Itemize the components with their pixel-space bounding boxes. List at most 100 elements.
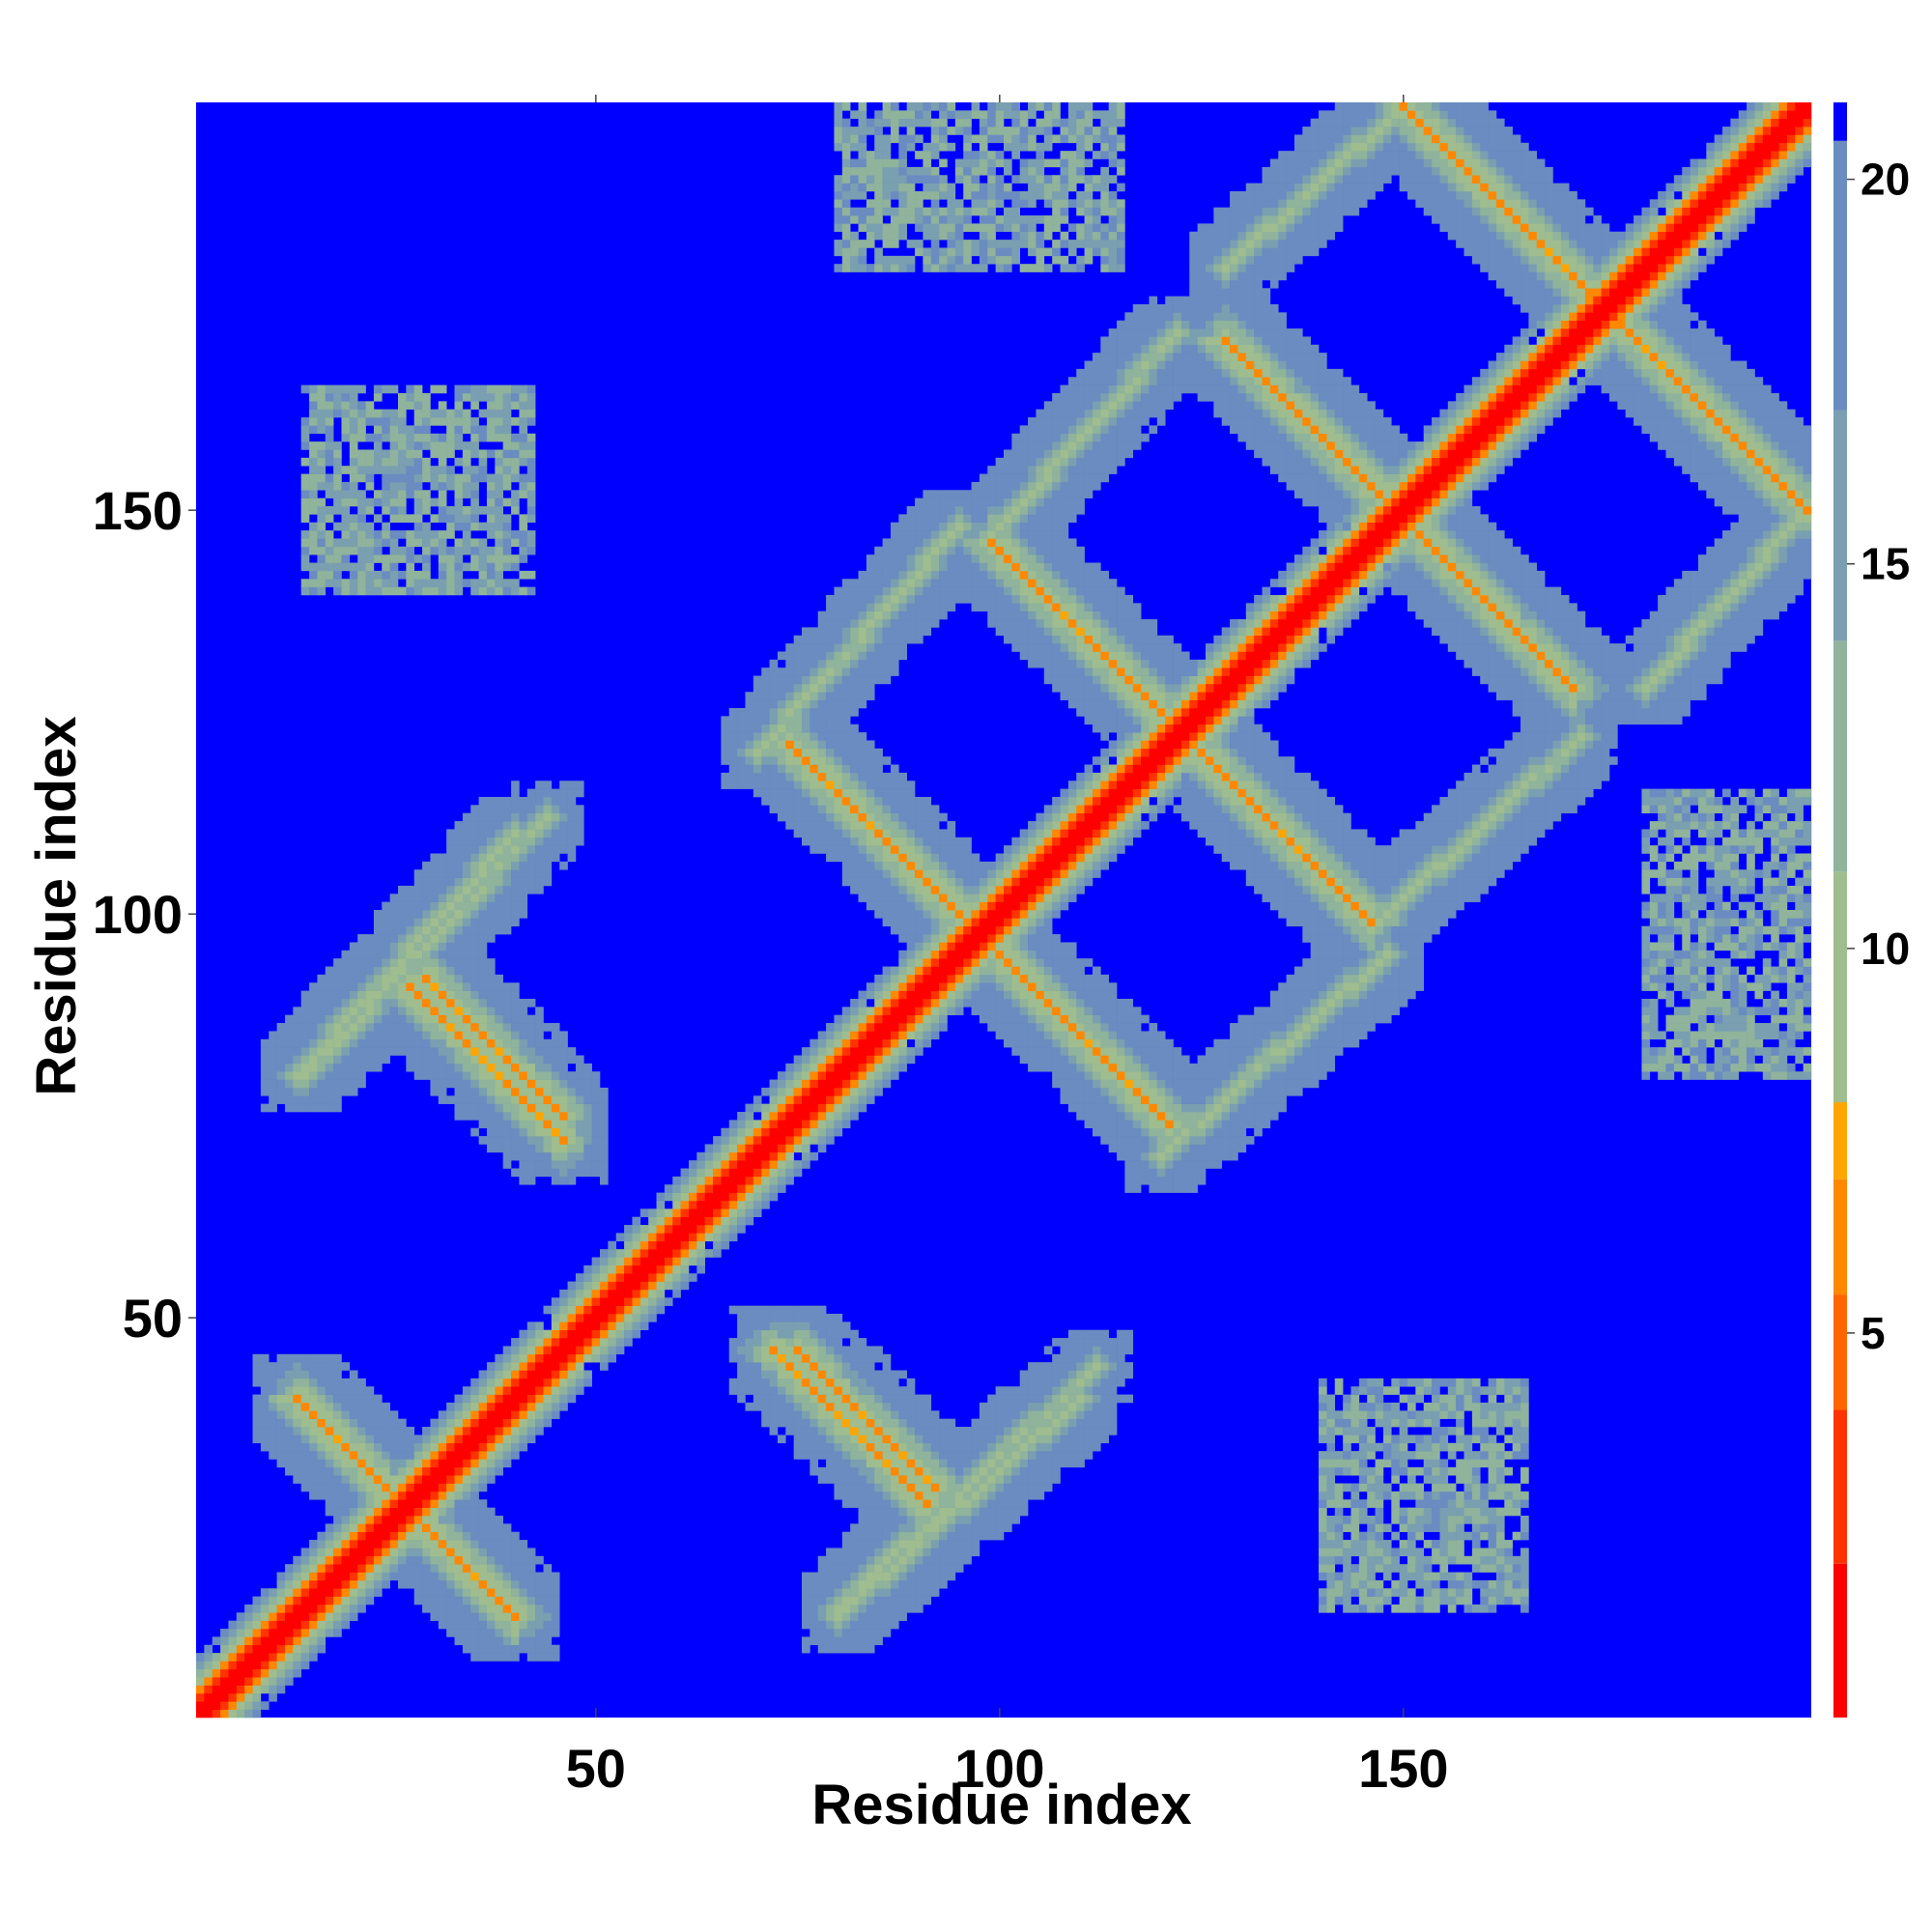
heatmap-cell (559, 1353, 568, 1363)
heatmap-cell (841, 1636, 851, 1646)
heatmap-cell (293, 1466, 301, 1476)
heatmap-cell (486, 1418, 496, 1428)
heatmap-cell (317, 1079, 327, 1089)
heatmap-cell (526, 570, 536, 580)
heatmap-cell (648, 1264, 657, 1274)
heatmap-cell (841, 1629, 851, 1637)
heatmap-cell (688, 1160, 697, 1169)
heatmap-cell (567, 1144, 577, 1153)
heatmap-cell (470, 1491, 479, 1500)
heatmap-cell (551, 845, 560, 854)
heatmap-cell (462, 1402, 471, 1411)
heatmap-cell (430, 894, 440, 902)
heatmap-cell (438, 562, 447, 572)
heatmap-cell (777, 732, 786, 741)
heatmap-cell (858, 1386, 867, 1395)
heatmap-cell (284, 1612, 294, 1621)
heatmap-cell (519, 1112, 528, 1121)
heatmap-cell (583, 1144, 592, 1153)
heatmap-cell (753, 1208, 762, 1217)
heatmap-cell (422, 586, 431, 596)
heatmap-cell (543, 1629, 553, 1637)
heatmap-cell (898, 1370, 907, 1379)
heatmap-cell (236, 1685, 245, 1694)
heatmap-cell (413, 910, 423, 919)
heatmap-cell (276, 1031, 286, 1040)
heatmap-cell (858, 1629, 867, 1637)
heatmap-cell (882, 554, 892, 563)
heatmap-cell (769, 805, 779, 813)
heatmap-cell (898, 562, 907, 572)
heatmap-cell (486, 1644, 496, 1654)
heatmap-cell (357, 1427, 366, 1435)
heatmap-cell (898, 998, 907, 1008)
heatmap-cell (915, 1491, 923, 1500)
heatmap-cell (898, 110, 907, 120)
heatmap-cell (890, 1579, 899, 1589)
heatmap-cell (777, 1079, 786, 1089)
heatmap-cell (915, 570, 923, 580)
heatmap-cell (793, 651, 803, 661)
heatmap-cell (793, 659, 803, 668)
heatmap-cell (373, 1555, 383, 1565)
heatmap-cell (769, 1386, 779, 1395)
heatmap-cell (834, 805, 843, 813)
heatmap-cell (728, 764, 738, 774)
heatmap-cell (341, 401, 351, 410)
heatmap-cell (769, 1346, 779, 1355)
heatmap-cell (430, 869, 440, 878)
heatmap-cell (406, 384, 415, 394)
heatmap-cell (228, 1661, 238, 1670)
heatmap-cell (841, 845, 851, 854)
heatmap-cell (495, 1636, 503, 1646)
heatmap-cell (858, 651, 867, 661)
heatmap-cell (454, 522, 464, 531)
heatmap-cell (834, 1629, 843, 1637)
heatmap-cell (874, 207, 883, 216)
heatmap-cell (817, 740, 827, 750)
heatmap-cell (389, 506, 399, 515)
heatmap-cell (373, 1435, 383, 1444)
heatmap-cell (834, 1047, 843, 1056)
heatmap-cell (777, 756, 786, 765)
heatmap-cell (850, 732, 859, 741)
heatmap-cell (785, 1353, 794, 1363)
heatmap-cell (413, 934, 423, 943)
heatmap-cell (511, 1612, 520, 1621)
heatmap-cell (470, 562, 479, 572)
heatmap-cell (890, 1370, 899, 1379)
heatmap-cell (906, 918, 916, 927)
heatmap-cell (817, 692, 827, 700)
heatmap-cell (906, 812, 916, 822)
heatmap-cell (850, 1442, 859, 1452)
heatmap-cell (284, 1435, 294, 1444)
heatmap-cell (826, 1427, 835, 1435)
heatmap-cell (866, 1499, 875, 1508)
heatmap-cell (228, 1636, 238, 1646)
heatmap-cell (915, 837, 923, 846)
heatmap-cell (325, 1071, 334, 1080)
heatmap-cell (276, 1620, 286, 1630)
heatmap-cell (841, 1588, 851, 1597)
heatmap-cell (761, 1410, 770, 1419)
heatmap-cell (373, 530, 383, 539)
heatmap-cell (462, 457, 471, 467)
heatmap-cell (874, 611, 883, 620)
heatmap-cell (648, 1216, 657, 1226)
heatmap-cell (672, 1264, 681, 1274)
heatmap-cell (567, 1321, 577, 1331)
heatmap-cell (260, 1653, 270, 1662)
heatmap-cell (898, 837, 907, 846)
heatmap-cell (551, 1127, 560, 1137)
heatmap-cell (422, 497, 431, 507)
heatmap-cell (519, 845, 528, 854)
heatmap-cell (406, 950, 415, 959)
heatmap-cell (486, 869, 496, 878)
heatmap-cell (721, 1127, 730, 1137)
heatmap-cell (502, 425, 512, 435)
heatmap-cell (430, 1087, 440, 1096)
heatmap-cell (850, 1370, 859, 1379)
heatmap-cell (430, 1516, 440, 1524)
heatmap-cell (567, 1378, 577, 1387)
heatmap-cell (438, 1031, 447, 1040)
